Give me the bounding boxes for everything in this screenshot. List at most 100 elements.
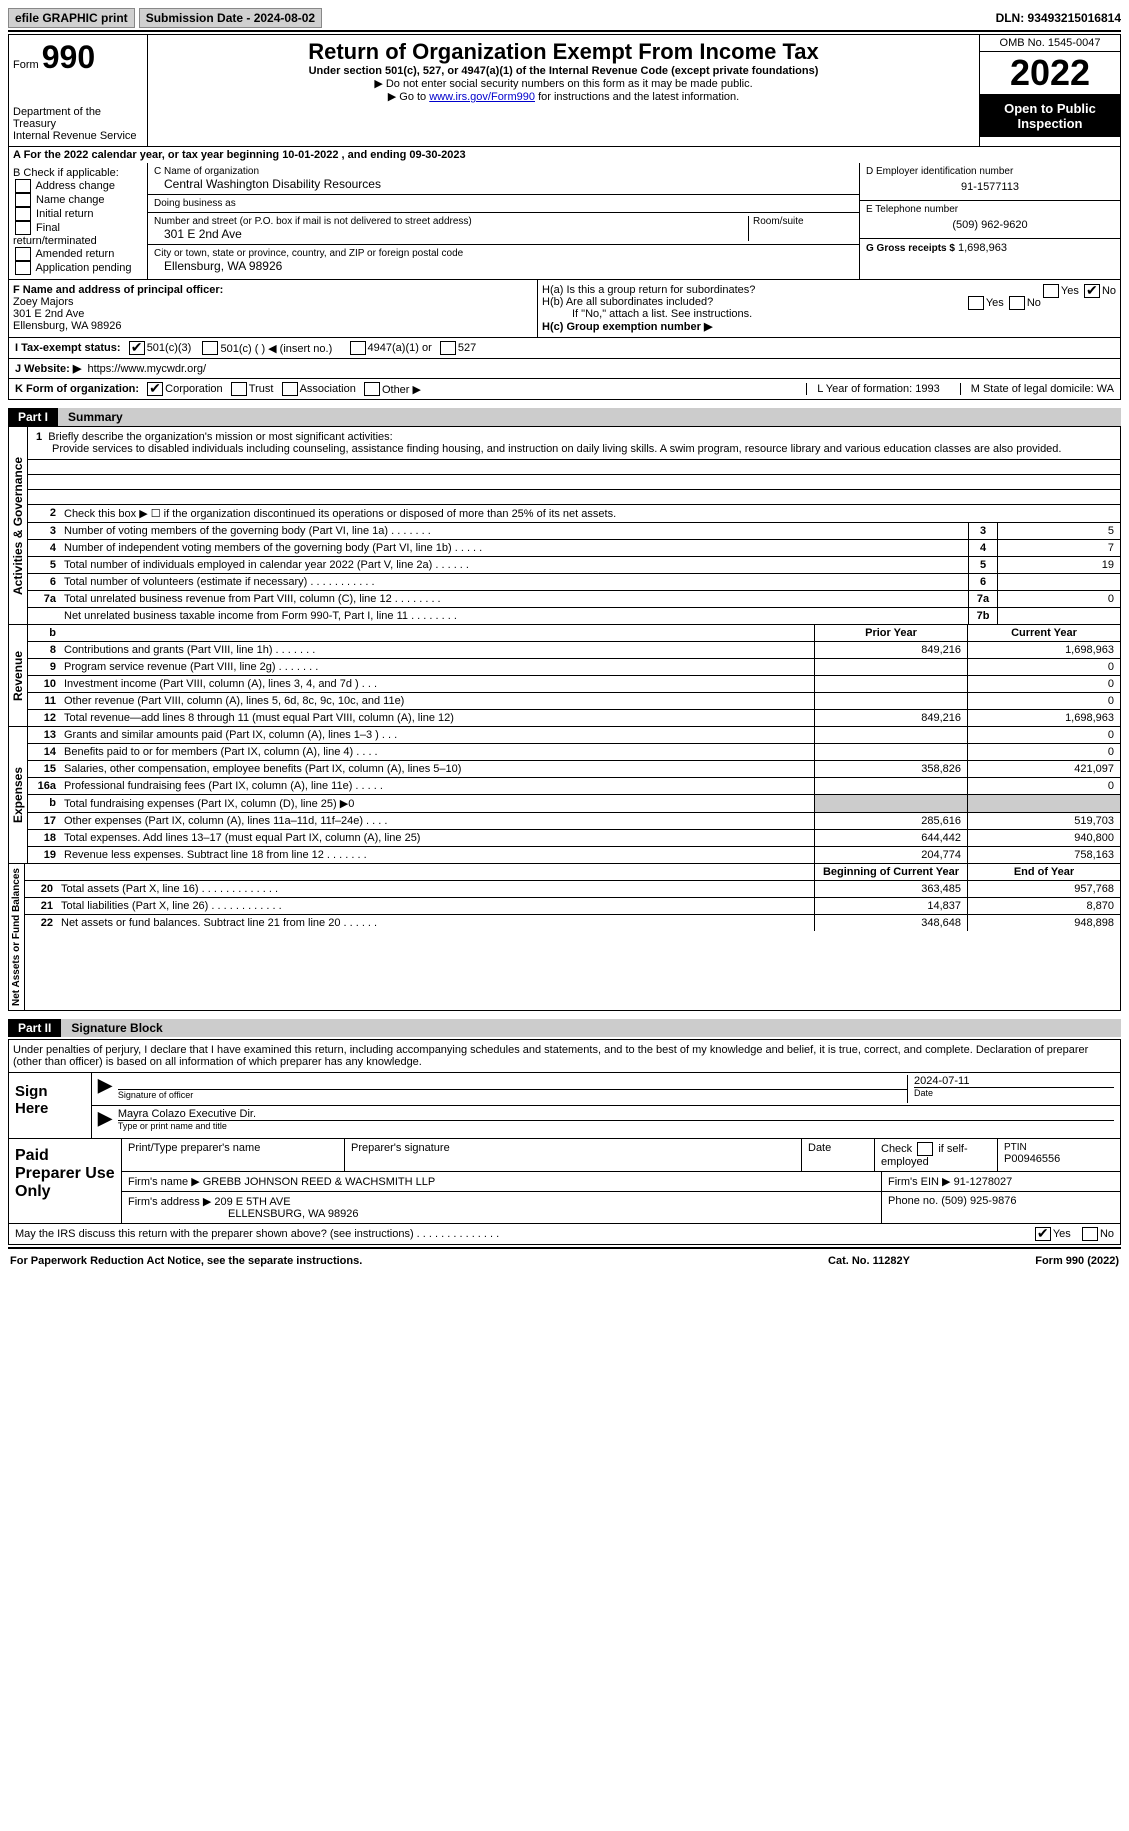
signature-intro: Under penalties of perjury, I declare th…: [9, 1040, 1120, 1073]
corp-checkbox[interactable]: [147, 382, 163, 396]
opt-trust: Trust: [249, 383, 274, 395]
summary-row: 15Salaries, other compensation, employee…: [28, 761, 1120, 778]
section-expenses: Expenses: [9, 727, 28, 863]
col-b-checkboxes: B Check if applicable: Address change Na…: [9, 163, 148, 279]
discuss-yes-checkbox[interactable]: [1035, 1227, 1051, 1241]
note2-pre: ▶ Go to: [388, 91, 429, 103]
omb-number: OMB No. 1545-0047: [980, 35, 1120, 52]
col-prior-year: Prior Year: [814, 625, 967, 641]
colb-checkbox[interactable]: [15, 207, 31, 221]
opt-501c3: 501(c)(3): [147, 342, 192, 354]
colb-checkbox[interactable]: [15, 247, 31, 261]
colb-item: Address change: [13, 179, 143, 193]
footer-formno: Form 990 (2022): [969, 1255, 1119, 1267]
street-label: Number and street (or P.O. box if mail i…: [154, 216, 748, 227]
dept-text: Department of the Treasury Internal Reve…: [13, 106, 143, 142]
officer-name: Zoey Majors: [13, 296, 533, 308]
summary-row: 9Program service revenue (Part VIII, lin…: [28, 659, 1120, 676]
colb-item: Name change: [13, 193, 143, 207]
opt-501c: 501(c) ( ) ◀ (insert no.): [220, 342, 332, 355]
opt-4947: 4947(a)(1) or: [368, 342, 432, 354]
part-1-header: Part I Summary: [8, 408, 1121, 426]
row-a-tax-year: A For the 2022 calendar year, or tax yea…: [8, 147, 1121, 163]
gross-value: 1,698,963: [958, 242, 1007, 254]
colb-checkbox[interactable]: [15, 221, 31, 235]
col-current-year: Current Year: [967, 625, 1120, 641]
col-b-title: B Check if applicable:: [13, 167, 143, 179]
row-i-tax-status: I Tax-exempt status: 501(c)(3) 501(c) ( …: [8, 338, 1121, 359]
top-toolbar: efile GRAPHIC print Submission Date - 20…: [8, 8, 1121, 28]
irs-link[interactable]: www.irs.gov/Form990: [429, 91, 535, 103]
colb-item: Amended return: [13, 247, 143, 261]
footer-catno: Cat. No. 11282Y: [769, 1255, 969, 1267]
form-number: 990: [42, 39, 95, 75]
summary-row: 21Total liabilities (Part X, line 26) . …: [25, 898, 1120, 915]
colb-checkbox[interactable]: [15, 179, 31, 193]
col-begin-year: Beginning of Current Year: [814, 864, 967, 880]
arrow-icon-2: ▶: [98, 1108, 112, 1136]
501c3-checkbox[interactable]: [129, 341, 145, 355]
firm-name-label: Firm's name ▶: [128, 1176, 200, 1188]
form-header: Form 990 Department of the Treasury Inte…: [8, 34, 1121, 147]
ha-no-checkbox[interactable]: [1084, 284, 1100, 298]
ein-value: 91-1577113: [866, 177, 1114, 197]
colb-item: Application pending: [13, 261, 143, 275]
summary-row: 13Grants and similar amounts paid (Part …: [28, 727, 1120, 744]
paid-preparer-label: Paid Preparer Use Only: [9, 1139, 122, 1223]
hb-no-checkbox[interactable]: [1009, 296, 1025, 310]
ha-question: H(a) Is this a group return for subordin…: [542, 284, 1116, 296]
opt-assoc: Association: [300, 383, 356, 395]
summary-row: 20Total assets (Part X, line 16) . . . .…: [25, 881, 1120, 898]
opt-corp: Corporation: [165, 383, 222, 395]
firm-phone-label: Phone no.: [888, 1195, 938, 1207]
sig-name-value: Mayra Colazo Executive Dir.: [118, 1108, 1114, 1120]
form-title: Return of Organization Exempt From Incom…: [152, 39, 975, 65]
discuss-no-checkbox[interactable]: [1082, 1227, 1098, 1241]
part-2-title: Signature Block: [61, 1019, 1121, 1037]
colb-checkbox[interactable]: [15, 193, 31, 207]
officer-addr2: Ellensburg, WA 98926: [13, 320, 533, 332]
501c-checkbox[interactable]: [202, 341, 218, 355]
note2-post: for instructions and the latest informat…: [538, 91, 739, 103]
form-subtitle: Under section 501(c), 527, or 4947(a)(1)…: [152, 65, 975, 77]
tel-label: E Telephone number: [866, 204, 1114, 215]
part-1-title: Summary: [58, 408, 1121, 426]
hb-yes-checkbox[interactable]: [968, 296, 984, 310]
summary-row: 18Total expenses. Add lines 13–17 (must …: [28, 830, 1120, 847]
other-checkbox[interactable]: [364, 382, 380, 396]
4947-checkbox[interactable]: [350, 341, 366, 355]
summary-row: 17Other expenses (Part IX, column (A), l…: [28, 813, 1120, 830]
summary-row: 8Contributions and grants (Part VIII, li…: [28, 642, 1120, 659]
self-employed-checkbox[interactable]: [917, 1142, 933, 1156]
form-word: Form: [13, 59, 39, 71]
summary-row: 14Benefits paid to or for members (Part …: [28, 744, 1120, 761]
year-formation: L Year of formation: 1993: [806, 383, 940, 395]
summary-row: 19Revenue less expenses. Subtract line 1…: [28, 847, 1120, 863]
assoc-checkbox[interactable]: [282, 382, 298, 396]
efile-print-button[interactable]: efile GRAPHIC print: [8, 8, 135, 28]
summary-row: 5Total number of individuals employed in…: [28, 557, 1120, 574]
summary-row: 11Other revenue (Part VIII, column (A), …: [28, 693, 1120, 710]
public-inspection: Open to Public Inspection: [980, 95, 1120, 137]
city-label: City or town, state or province, country…: [154, 248, 853, 259]
summary-row: 22Net assets or fund balances. Subtract …: [25, 915, 1120, 931]
firm-ein-value: 91-1278027: [954, 1176, 1013, 1188]
tel-value: (509) 962-9620: [866, 215, 1114, 235]
trust-checkbox[interactable]: [231, 382, 247, 396]
website-label: J Website: ▶: [15, 362, 81, 375]
summary-row: Net unrelated business taxable income fr…: [28, 608, 1120, 624]
part-2-num: Part II: [8, 1019, 61, 1037]
row-k-org-form: K Form of organization: Corporation Trus…: [8, 379, 1121, 400]
section-net-assets: Net Assets or Fund Balances: [9, 864, 25, 1010]
tax-year: 2022: [980, 52, 1120, 95]
hb-question: H(b) Are all subordinates included? Yes …: [542, 296, 1116, 308]
ha-yes-checkbox[interactable]: [1043, 284, 1059, 298]
527-checkbox[interactable]: [440, 341, 456, 355]
dba-label: Doing business as: [154, 198, 853, 209]
colb-checkbox[interactable]: [15, 261, 31, 275]
submission-date-button[interactable]: Submission Date - 2024-08-02: [139, 8, 322, 28]
firm-ein-label: Firm's EIN ▶: [888, 1176, 951, 1188]
firm-addr-label: Firm's address ▶: [128, 1196, 211, 1208]
summary-row: 7aTotal unrelated business revenue from …: [28, 591, 1120, 608]
prep-sig-hdr: Preparer's signature: [345, 1139, 802, 1171]
